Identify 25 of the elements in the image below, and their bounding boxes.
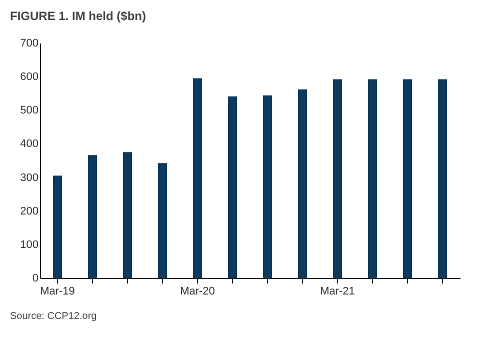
x-tick-label: Mar-19 <box>40 286 75 298</box>
bar <box>53 176 62 278</box>
y-tick-label: 0 <box>32 272 38 284</box>
bar <box>438 79 447 278</box>
bar <box>333 79 342 278</box>
bar <box>158 163 167 278</box>
source-note: Source: CCP12.org <box>10 311 97 322</box>
bar <box>193 78 202 278</box>
y-tick-label: 300 <box>20 172 38 184</box>
bar <box>298 89 307 278</box>
y-tick-label: 600 <box>20 71 38 84</box>
y-tick-label: 700 <box>20 38 38 50</box>
bar <box>368 79 377 278</box>
bar <box>403 79 412 278</box>
bar <box>228 96 237 278</box>
chart-title: FIGURE 1. IM held ($bn) <box>10 9 146 23</box>
y-tick-label: 400 <box>20 138 38 150</box>
y-tick-label: 200 <box>20 205 38 218</box>
bar <box>123 152 132 278</box>
x-tick-label: Mar-20 <box>180 286 215 298</box>
bar <box>263 95 272 278</box>
y-tick-label: 500 <box>20 104 38 117</box>
y-tick-label: 100 <box>20 238 38 251</box>
x-tick-label: Mar-21 <box>320 286 355 298</box>
bar <box>88 155 97 278</box>
